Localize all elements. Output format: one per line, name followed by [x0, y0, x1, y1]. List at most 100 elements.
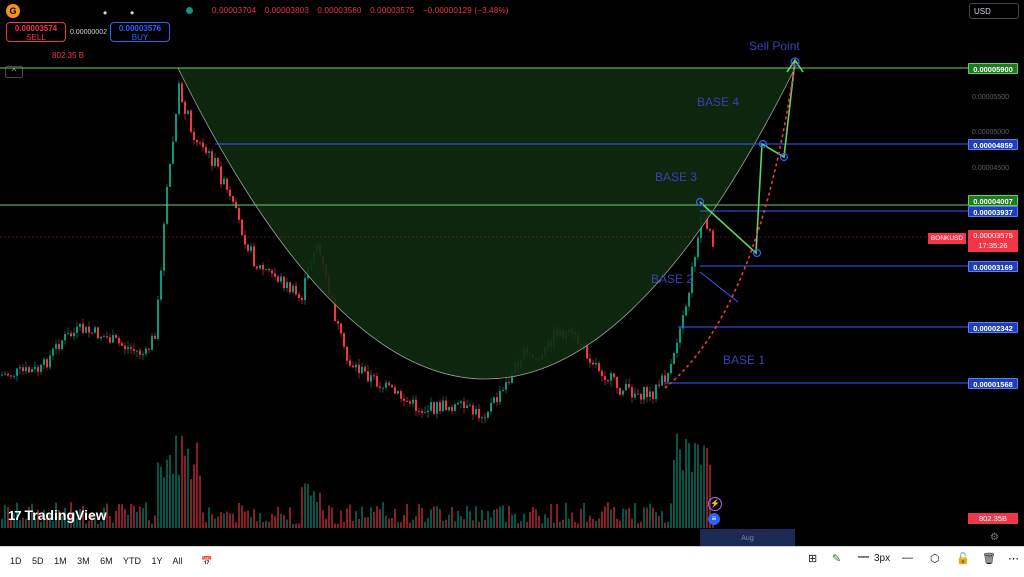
pencil-icon[interactable]: ✎: [832, 553, 842, 565]
volume-bar: [436, 506, 438, 528]
volume-bar: [709, 464, 711, 528]
candle-body: [646, 387, 648, 398]
lightning-icon[interactable]: ⚡: [708, 497, 722, 511]
volume-bar: [646, 507, 648, 528]
annotation-sell-point[interactable]: Sell Point: [749, 39, 800, 53]
candle-body: [424, 412, 426, 414]
bottom-toolbar: 1D 5D 1M 3M 6M YTD 1Y All 📅 ⊞ ✎ — 3px — …: [0, 546, 1024, 577]
volume-bar: [424, 521, 426, 528]
volume-bar: [256, 521, 258, 528]
candle-body: [220, 166, 222, 185]
candle-body: [385, 382, 387, 388]
range-1d[interactable]: 1D: [10, 556, 22, 566]
volume-bar: [526, 521, 528, 528]
add-indicator-icon[interactable]: ⊞: [808, 553, 818, 565]
candle-body: [286, 282, 288, 289]
more-icon[interactable]: ⋯: [1008, 553, 1019, 565]
candle-body: [67, 333, 69, 335]
volume-bar: [223, 513, 225, 528]
candle-body: [445, 400, 447, 411]
range-1y[interactable]: 1Y: [151, 556, 163, 566]
candle-body: [148, 348, 150, 350]
symbol-logo[interactable]: G: [6, 4, 20, 18]
volume-bar: [55, 502, 57, 528]
volume-bar: [604, 506, 606, 528]
tv-name: TradingView: [24, 507, 107, 523]
lock-icon[interactable]: 🔓: [956, 553, 970, 565]
buy-button[interactable]: 0.00003576 BUY: [110, 22, 170, 42]
candle-body: [340, 323, 342, 334]
range-3m[interactable]: 3M: [77, 556, 90, 566]
volume-bar: [553, 522, 555, 528]
price-label: 0.00003937: [968, 206, 1018, 217]
range-ytd[interactable]: YTD: [122, 556, 141, 566]
gear-icon[interactable]: ⚙: [990, 532, 999, 543]
volume-bar: [268, 521, 270, 528]
collapse-legend-button[interactable]: ^: [5, 66, 23, 78]
candle-body: [109, 337, 111, 343]
volume-bar: [595, 520, 597, 528]
volume-bar: [511, 514, 513, 528]
candle-body: [88, 326, 90, 333]
hexagon-icon[interactable]: ⬡: [930, 553, 940, 565]
range-1m[interactable]: 1M: [54, 556, 67, 566]
candle-body: [283, 276, 285, 289]
volume-bar: [529, 512, 531, 528]
candle-body: [247, 244, 249, 251]
volume-bar: [220, 512, 222, 528]
volume-bar: [331, 507, 333, 528]
volume-bar: [76, 518, 78, 528]
range-5d[interactable]: 5D: [32, 556, 44, 566]
volume-bar: [178, 474, 180, 528]
high-value: 0.00003803: [264, 6, 309, 15]
candle-body: [199, 142, 201, 144]
line-width-value[interactable]: 3px: [874, 553, 891, 564]
trash-icon[interactable]: 🗑: [982, 553, 996, 565]
volume-bar: [274, 516, 276, 528]
candle-body: [16, 368, 18, 376]
line-style-icon[interactable]: —: [902, 552, 913, 564]
candle-body: [403, 398, 405, 401]
range-all[interactable]: All: [172, 556, 183, 566]
candle-body: [187, 110, 189, 114]
range-6m[interactable]: 6M: [100, 556, 113, 566]
candle-body: [229, 189, 231, 197]
annotation-base4[interactable]: BASE 4: [697, 95, 740, 109]
candle-body: [670, 363, 672, 374]
candle-body: [352, 365, 354, 368]
volume-bar: [340, 510, 342, 528]
volume-bar: [469, 511, 471, 528]
currency-select[interactable]: USD: [969, 3, 1019, 19]
sell-button[interactable]: 0.00003574 SELL: [6, 22, 66, 42]
volume-bar: [157, 462, 159, 528]
volume-bar: [607, 502, 609, 528]
price-chart[interactable]: [0, 0, 1024, 546]
current-price: 0.00003575: [973, 231, 1013, 240]
candle-body: [154, 335, 156, 339]
volume-bar: [181, 435, 183, 528]
volume-bar: [703, 445, 705, 528]
volume-bar: [148, 520, 150, 528]
volume-bar: [388, 518, 390, 528]
volume-bar: [373, 511, 375, 528]
candle-body: [508, 382, 510, 384]
annotation-base2[interactable]: BASE 2: [651, 272, 694, 286]
volume-bar: [517, 523, 519, 528]
candle-body: [37, 367, 39, 372]
candle-body: [406, 400, 408, 402]
candle-body: [415, 399, 417, 411]
volume-bar: [334, 523, 336, 528]
volume-bar: [229, 513, 231, 528]
calendar-icon[interactable]: 📅: [201, 556, 213, 566]
candle-body: [484, 417, 486, 419]
line-weight-icon[interactable]: —: [858, 551, 869, 563]
flag-icon[interactable]: ≡: [708, 513, 720, 525]
volume-bar: [670, 503, 672, 528]
volume-bar: [28, 506, 30, 528]
volume-bar: [487, 511, 489, 528]
candle-body: [205, 147, 207, 153]
annotation-base3[interactable]: BASE 3: [655, 170, 698, 184]
annotation-base1[interactable]: BASE 1: [723, 353, 766, 367]
volume-bar: [544, 514, 546, 528]
candle-body: [121, 343, 123, 346]
